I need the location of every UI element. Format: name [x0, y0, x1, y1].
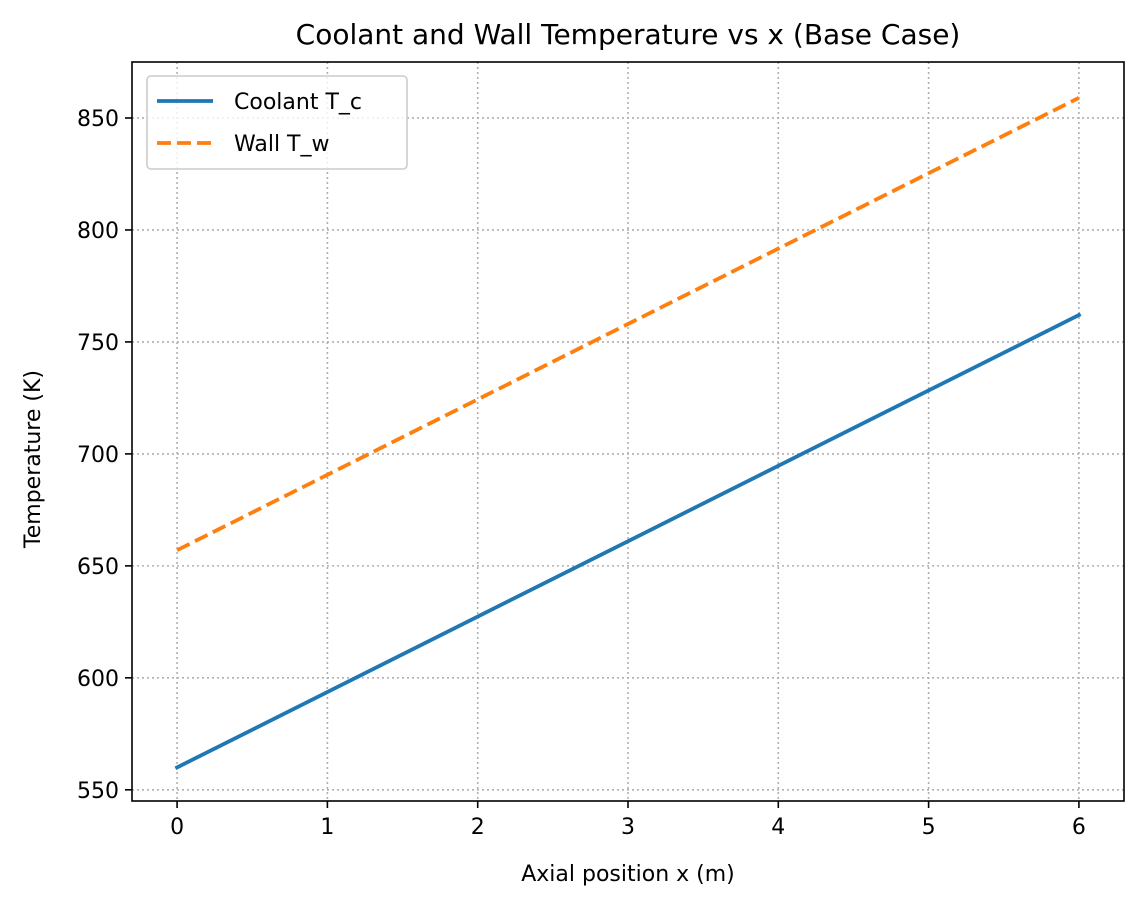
x-tick-label: 0 [170, 815, 184, 840]
legend-label: Coolant T_c [234, 90, 362, 115]
y-tick-label: 650 [77, 555, 119, 580]
ticks: 0 1 2 3 4 5 6 550 600 650 700 750 800 850 [77, 107, 1086, 840]
y-tick-label: 750 [77, 331, 119, 356]
y-tick-label: 700 [77, 443, 119, 468]
grid [132, 62, 1124, 801]
y-tick-label: 550 [77, 779, 119, 804]
x-tick-label: 5 [922, 815, 936, 840]
legend: Coolant T_c Wall T_w [146, 75, 408, 170]
x-tick-label: 1 [320, 815, 334, 840]
chart-title: Coolant and Wall Temperature vs x (Base … [296, 18, 961, 51]
series-line-coolant [174, 312, 1082, 770]
y-tick-label: 800 [77, 219, 119, 244]
y-tick-label: 600 [77, 667, 119, 692]
x-axis-label: Axial position x (m) [521, 862, 735, 887]
y-tick-label: 850 [77, 107, 119, 132]
series-line-wall [176, 96, 1080, 552]
x-tick-label: 4 [771, 815, 785, 840]
x-tick-label: 6 [1072, 815, 1086, 840]
x-tick-label: 3 [621, 815, 635, 840]
x-tick-label: 2 [471, 815, 485, 840]
legend-label: Wall T_w [234, 132, 329, 157]
y-axis-label: Temperature (K) [21, 370, 46, 549]
series-layer [174, 96, 1082, 770]
